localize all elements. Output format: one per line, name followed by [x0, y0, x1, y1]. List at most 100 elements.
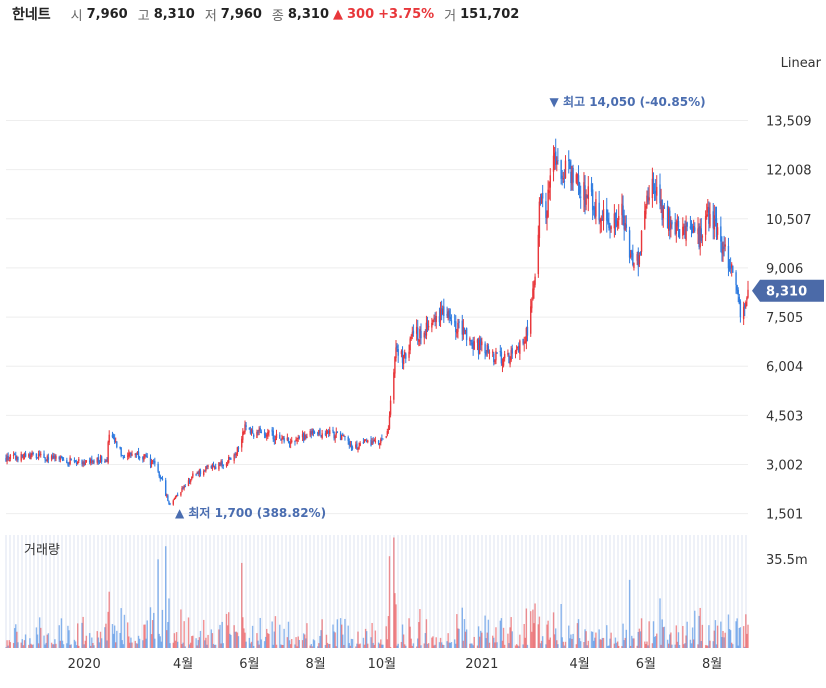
- candle-body: [401, 350, 404, 363]
- volume-bar: [435, 637, 437, 648]
- volume-bar: [115, 642, 117, 648]
- volume-bar: [534, 603, 536, 648]
- candle-body: [245, 425, 247, 427]
- candle-body: [685, 225, 687, 241]
- candle-body: [480, 338, 482, 346]
- volume-bar: [707, 645, 709, 648]
- volume-bar: [68, 630, 70, 648]
- candle-body: [438, 316, 441, 323]
- candle-body: [501, 363, 504, 366]
- volume-bar: [438, 642, 441, 648]
- candle-body: [310, 431, 312, 435]
- candle-body: [35, 453, 38, 459]
- candle-body: [158, 471, 160, 476]
- volume-bar: [280, 644, 282, 648]
- volume-bar: [291, 639, 293, 648]
- candle-body: [295, 439, 297, 441]
- y-tick-label: 4,503: [766, 409, 803, 424]
- candle-body: [388, 416, 391, 429]
- candle-body: [568, 159, 570, 162]
- candle-body: [526, 326, 529, 336]
- volume-bar: [408, 618, 410, 648]
- volume-bar: [571, 638, 573, 648]
- volume-bar: [742, 626, 745, 648]
- candle-body: [694, 227, 696, 231]
- close-label: 종: [271, 8, 284, 24]
- volume-bar: [714, 620, 717, 648]
- volume-bar: [351, 639, 354, 648]
- volume-bar: [274, 616, 277, 648]
- candle-body: [372, 441, 374, 443]
- volume-bar: [258, 644, 260, 648]
- candle-body: [213, 466, 216, 468]
- candle-body: [584, 185, 586, 208]
- annotations: ▼ 최고 14,050 (-40.85%) ▲ 최저 1,700 (388.82%…: [175, 94, 706, 520]
- volume-bar: [446, 641, 448, 648]
- candle-body: [28, 454, 30, 457]
- volume-bar: [463, 619, 466, 648]
- candle-body: [723, 246, 725, 250]
- volume-bar: [183, 621, 185, 648]
- volume-bar: [74, 641, 77, 648]
- candle-body: [350, 443, 353, 449]
- candle-body: [309, 430, 311, 436]
- candle-body: [607, 218, 609, 223]
- volume-bar: [174, 640, 177, 648]
- volume-bar: [252, 645, 255, 648]
- volume-bar: [419, 609, 421, 648]
- high-annotation: ▼ 최고 14,050 (-40.85%): [550, 94, 706, 109]
- candle-body: [648, 197, 650, 201]
- candle-body: [108, 434, 110, 443]
- volume-bar: [228, 612, 230, 648]
- volume-bar: [516, 645, 519, 648]
- volume-bar: [716, 625, 719, 648]
- volume-bar: [257, 640, 259, 648]
- candle-body: [615, 220, 618, 227]
- candle-body: [283, 437, 285, 442]
- volume-bar: [104, 627, 106, 648]
- candle-body: [449, 316, 452, 320]
- candle-body: [677, 220, 680, 228]
- volume-bar: [43, 635, 45, 648]
- volume-bar: [371, 622, 373, 648]
- candle-body: [220, 460, 222, 465]
- candle-body: [74, 460, 77, 462]
- volume-bar: [560, 603, 562, 648]
- x-tick-label: 6월: [239, 657, 259, 672]
- candle-body: [652, 178, 655, 191]
- volume-bar: [90, 645, 92, 648]
- candle-body: [205, 466, 207, 471]
- candle-body: [92, 460, 94, 463]
- volume-bar: [628, 579, 631, 648]
- volume-bar: [450, 642, 453, 648]
- volume-bar: [196, 645, 198, 648]
- candle-body: [234, 453, 236, 456]
- candle-body: [470, 340, 472, 342]
- y-tick-label: 7,505: [766, 311, 803, 326]
- x-tick-label: 8월: [306, 657, 326, 672]
- low-value: 7,960: [220, 6, 262, 22]
- y-tick-label: 1,501: [766, 508, 803, 523]
- volume-bar: [88, 633, 91, 648]
- volume-bar: [100, 638, 103, 648]
- volume-bar: [615, 642, 618, 648]
- volume-bar: [683, 644, 685, 648]
- volume-bar: [387, 616, 390, 648]
- candle-body: [706, 214, 708, 218]
- candle-body: [450, 320, 453, 324]
- volume-bar: [722, 630, 724, 648]
- candle-body: [606, 209, 608, 221]
- volume-bar: [312, 639, 315, 648]
- volume-bar: [283, 628, 285, 648]
- candle-body: [537, 234, 540, 275]
- volume-bar: [692, 639, 695, 648]
- candle-body: [364, 439, 367, 441]
- candle-body: [716, 227, 719, 235]
- candle-body: [271, 429, 273, 432]
- scale-mode-toggle[interactable]: Linear: [780, 56, 821, 71]
- volume-bar: [625, 629, 628, 648]
- volume-bar: [236, 632, 239, 648]
- candle-body: [563, 180, 566, 182]
- volume-bar: [263, 641, 266, 648]
